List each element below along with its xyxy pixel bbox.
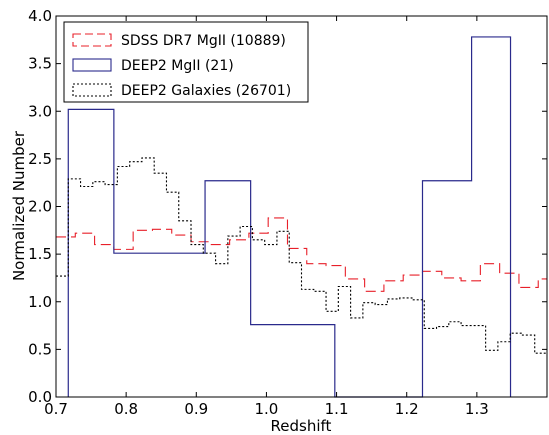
legend: SDSS DR7 MgII (10889) DEEP2 MgII (21) DEEP… — [63, 21, 309, 103]
y-tick-label: 3.0 — [28, 102, 52, 120]
y-tick-label: 2.5 — [28, 150, 52, 168]
y-axis-label: Normalized Number — [10, 130, 28, 281]
y-tick-label: 4.0 — [28, 7, 52, 25]
series-1-line — [67, 36, 512, 398]
legend-label-0: SDSS DR7 MgII (10889) — [121, 33, 286, 49]
legend-swatch-2 — [72, 83, 112, 97]
y-tick-label: 3.5 — [28, 55, 52, 73]
x-axis-label: Redshift — [271, 417, 332, 435]
y-tick-label: 1.0 — [28, 293, 52, 311]
legend-swatch-0 — [72, 33, 112, 47]
x-tick-label: 0.7 — [44, 400, 68, 418]
y-tick-label: 0.5 — [28, 340, 52, 358]
x-tick-label: 1.2 — [395, 400, 419, 418]
legend-label-1: DEEP2 MgII (21) — [121, 58, 234, 74]
legend-label-2: DEEP2 Galaxies (26701) — [121, 83, 291, 99]
series-layer — [56, 36, 547, 398]
x-tick-label: 0.8 — [114, 400, 138, 418]
legend-box — [63, 21, 309, 103]
y-tick-label: 1.5 — [28, 245, 52, 263]
series-2-line — [56, 157, 547, 354]
y-axis: 0.0 0.5 1.0 1.5 2.0 2.5 3.0 3.5 4.0 — [28, 7, 547, 406]
series-0-line — [56, 217, 547, 292]
x-tick-label: 1.0 — [254, 400, 278, 418]
x-tick-label: 1.1 — [325, 400, 349, 418]
y-tick-label: 2.0 — [28, 198, 52, 216]
y-tick-label: 0.0 — [28, 388, 52, 406]
legend-swatch-1 — [72, 58, 112, 72]
x-axis: 0.7 0.8 0.9 1.0 1.1 1.2 1.3 — [44, 16, 489, 418]
x-tick-label: 1.3 — [465, 400, 489, 418]
x-tick-label: 0.9 — [184, 400, 208, 418]
